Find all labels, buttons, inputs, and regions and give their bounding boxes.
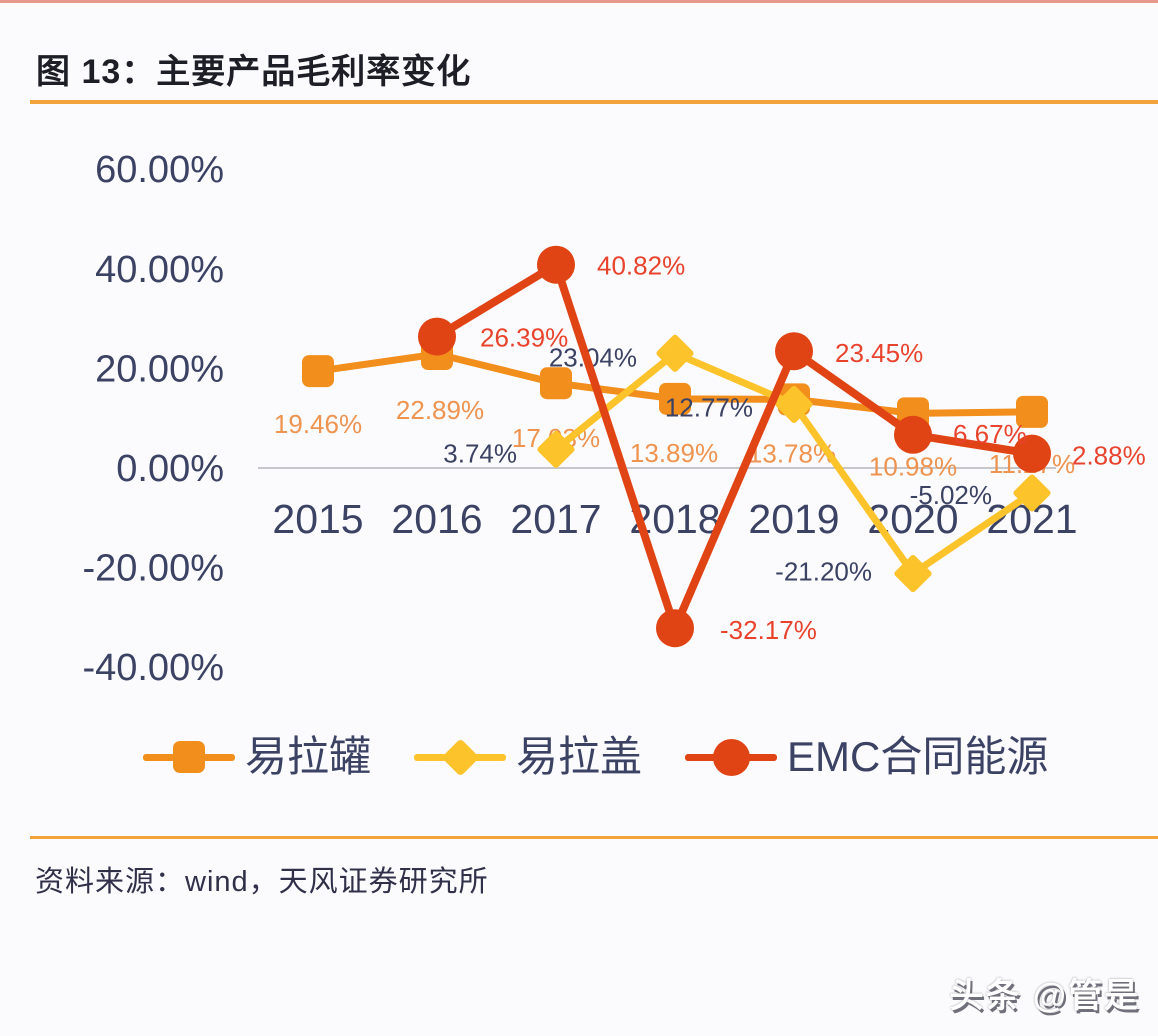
marker-lids-2017 [537, 430, 575, 468]
series-line-lids [553, 349, 1034, 579]
data-label-emc-2017: 40.82% [597, 251, 685, 281]
legend-marker-diamond-icon [414, 735, 507, 779]
square-marker-icon [173, 741, 205, 773]
x-tick-2021: 2021 [986, 496, 1077, 542]
top-edge-accent-line [0, 0, 1158, 3]
marker-emc-2018 [656, 609, 694, 648]
y-tick--40.00%: -40.00% [82, 647, 224, 689]
marker-lids-2019 [775, 385, 813, 423]
figure-title: 图 13：主要产品毛利率变化 [36, 53, 472, 91]
data-label-emc-2019: 23.45% [835, 338, 923, 368]
data-label-cans-2019: 13.78% [748, 438, 836, 468]
marker-lids-2018 [656, 334, 694, 372]
x-tick-2019: 2019 [748, 496, 839, 542]
marker-lids-2020 [894, 555, 932, 593]
y-tick-60.00%: 60.00% [95, 149, 224, 191]
legend-item-cans: 易拉罐 [143, 735, 371, 779]
data-label-emc-2016: 26.39% [480, 323, 568, 353]
legend-label-emc: EMC合同能源 [787, 733, 1049, 780]
diamond-marker-icon [440, 737, 480, 777]
marker-emc-2021 [1013, 434, 1051, 473]
data-label-emc-2021: 2.88% [1072, 441, 1146, 471]
data-label-cans-2018: 13.89% [630, 438, 718, 468]
legend-marker-square-icon [143, 735, 235, 779]
title-divider-rule [30, 100, 1158, 104]
y-tick--20.00%: -20.00% [82, 548, 224, 590]
chart-legend: 易拉罐 易拉盖 EMC合同能源 [143, 728, 1048, 786]
x-tick-2016: 2016 [391, 496, 482, 542]
series-line-cans [317, 350, 1033, 417]
marker-emc-2020 [894, 415, 932, 454]
circle-marker-icon [712, 738, 750, 776]
marker-lids-2021 [1013, 474, 1051, 512]
marker-cans-2015 [302, 355, 334, 388]
legend-item-emc: EMC合同能源 [685, 735, 1048, 779]
x-tick-2018: 2018 [629, 496, 720, 542]
legend-marker-circle-icon [685, 735, 778, 779]
marker-emc-2017 [537, 245, 575, 284]
legend-item-lids: 易拉盖 [414, 735, 642, 779]
marker-cans-2018 [659, 382, 691, 415]
data-label-cans-2020: 10.98% [869, 451, 957, 481]
data-label-cans-2015: 19.46% [274, 409, 362, 439]
marker-emc-2016 [418, 317, 456, 356]
x-tick-2017: 2017 [510, 496, 601, 542]
data-label-cans-2016: 22.89% [396, 395, 484, 425]
marker-cans-2017 [540, 367, 572, 400]
watermark-text: 头条 @管是 [949, 977, 1140, 1015]
data-label-lids-2018: 23.04% [549, 342, 637, 372]
x-tick-2020: 2020 [867, 496, 958, 542]
data-label-lids-2017: 3.74% [443, 438, 517, 468]
y-tick-40.00%: 40.00% [95, 249, 224, 291]
data-label-lids-2020: -21.20% [775, 557, 872, 587]
marker-cans-2020 [897, 397, 929, 430]
marker-emc-2019 [775, 332, 813, 371]
source-text: 资料来源：wind，天风证券研究所 [35, 866, 489, 898]
data-label-lids-2019: 12.77% [665, 392, 753, 422]
marker-cans-2021 [1016, 395, 1048, 428]
x-tick-2015: 2015 [272, 496, 363, 542]
series-line-emc [434, 258, 1033, 640]
legend-label-lids: 易拉盖 [516, 733, 643, 780]
y-tick-0.00%: 0.00% [116, 448, 224, 490]
legend-label-cans: 易拉罐 [245, 733, 372, 780]
y-tick-20.00%: 20.00% [95, 348, 224, 390]
marker-cans-2019 [778, 383, 810, 416]
data-label-lids-2021: -5.02% [910, 480, 992, 510]
data-label-cans-2021: 11.27% [989, 449, 1075, 479]
source-divider-rule [30, 836, 1158, 839]
data-label-cans-2017: 17.03% [512, 423, 600, 453]
data-label-emc-2020: 6.67% [953, 419, 1027, 449]
data-label-emc-2018: -32.17% [720, 615, 817, 645]
marker-cans-2016 [421, 338, 453, 371]
